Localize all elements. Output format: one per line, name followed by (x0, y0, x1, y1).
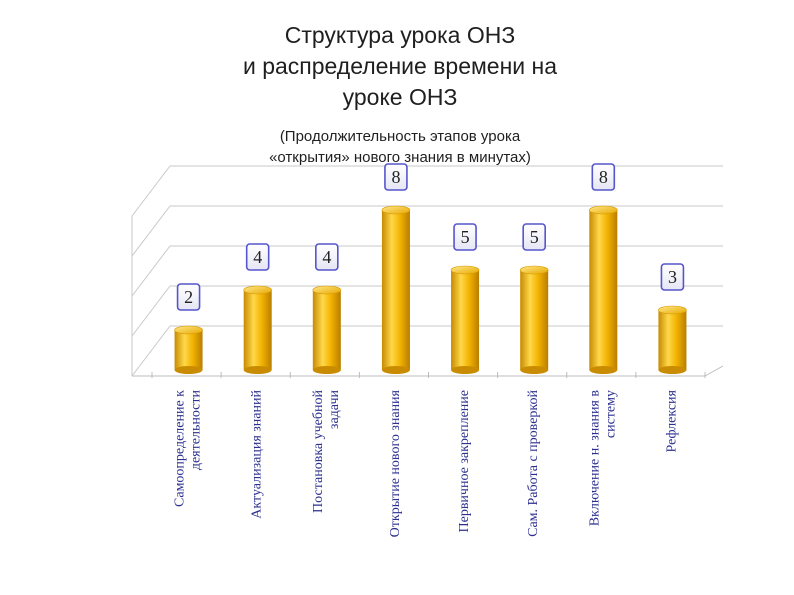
svg-text:Сам. Работа с проверкой: Сам. Работа с проверкой (526, 389, 541, 536)
svg-text:Самоопределение к: Самоопределение к (173, 390, 188, 507)
bar (381, 205, 411, 374)
data-label: 8 (384, 163, 408, 191)
svg-text:Постановка учебной: Постановка учебной (311, 390, 326, 513)
data-label: 8 (591, 163, 616, 191)
x-tick-label: Первичное закрепление (457, 390, 472, 533)
x-tick-label: Самоопределение к деятельности (173, 390, 204, 507)
x-tick-label: Открытие нового знания (388, 389, 403, 537)
bar (312, 285, 342, 374)
svg-text:Открытие нового знания: Открытие нового знания (388, 389, 403, 537)
bar (243, 285, 272, 374)
bar (658, 305, 687, 374)
data-label: 2 (176, 283, 201, 311)
svg-text:5: 5 (461, 227, 470, 247)
data-label: 5 (522, 223, 546, 251)
chart-subtitle-line-1: (Продолжительность этапов урока (279, 128, 521, 145)
svg-text:2: 2 (184, 287, 193, 307)
bar (589, 205, 618, 374)
svg-text:Рефлексия: Рефлексия (664, 389, 679, 452)
grid (131, 165, 724, 378)
svg-text:8: 8 (599, 167, 608, 187)
svg-text:3: 3 (668, 267, 677, 287)
gridline-left (131, 165, 171, 217)
svg-text:4: 4 (253, 247, 262, 267)
data-label: 4 (315, 243, 339, 271)
svg-text:Включение н. знания в: Включение н. знания в (587, 390, 602, 527)
svg-text:Первичное закрепление: Первичное закрепление (457, 390, 472, 533)
chart-title-line-2: и распределение времени на (242, 53, 558, 79)
x-tick-label: Включение н. знания в систему (587, 390, 618, 527)
x-tick-label: Сам. Работа с проверкой (526, 389, 541, 536)
x-tick-label: Актуализация знаний (250, 390, 265, 519)
data-label: 3 (660, 263, 685, 291)
svg-text:задачи: задачи (327, 390, 342, 430)
x-tick-label: Постановка учебной задачи (311, 390, 342, 513)
svg-text:4: 4 (322, 247, 331, 267)
category-labels: Самоопределение к деятельности Актуализаци… (173, 389, 680, 537)
floor-edge-right (704, 365, 724, 377)
chart-subtitle: (Продолжительность этапов урока «открыти… (150, 126, 650, 168)
data-label: 5 (453, 223, 477, 251)
svg-text:систему: систему (603, 390, 618, 438)
x-tick-label: Рефлексия (664, 389, 679, 452)
svg-text:деятельности: деятельности (189, 390, 204, 471)
chart-subtitle-line-2: «открытия» нового знания в минутах) (269, 149, 531, 166)
gridline-left (131, 325, 171, 377)
bar (519, 265, 549, 374)
svg-text:8: 8 (391, 167, 400, 187)
gridline-left (131, 285, 171, 337)
svg-text:5: 5 (530, 227, 539, 247)
bar (174, 325, 203, 374)
chart-title-line-3: уроке ОНЗ (342, 84, 458, 110)
svg-text:Актуализация знаний: Актуализация знаний (250, 390, 265, 519)
chart-title-line-1: Структура урока ОНЗ (284, 22, 516, 48)
data-labels: 2 4 4 8 5 5 8 3 (176, 163, 685, 311)
bar (450, 265, 480, 374)
bars (174, 205, 687, 374)
gridline-left (131, 205, 171, 257)
data-label: 4 (245, 243, 270, 271)
gridline-left (131, 245, 171, 297)
chart-title: Структура урока ОНЗ и распределение врем… (150, 20, 650, 113)
